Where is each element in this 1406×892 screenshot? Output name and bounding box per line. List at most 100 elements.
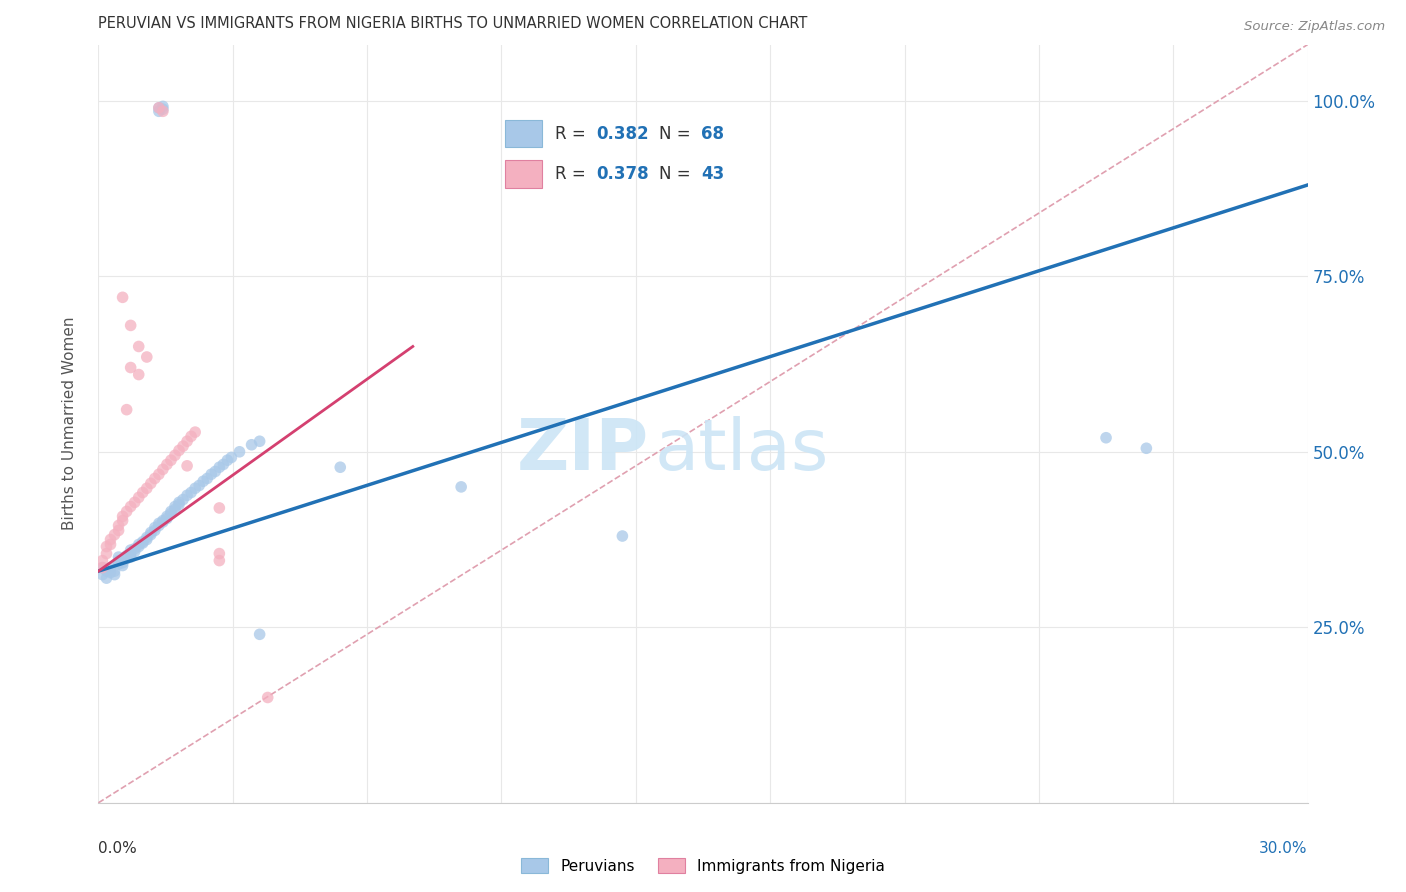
Point xyxy=(148,104,170,119)
Point xyxy=(132,485,155,500)
Point xyxy=(1095,431,1118,445)
Point xyxy=(612,529,634,543)
Point xyxy=(139,527,162,541)
Point xyxy=(128,491,150,505)
Point xyxy=(120,500,142,514)
Legend: Peruvians, Immigrants from Nigeria: Peruvians, Immigrants from Nigeria xyxy=(515,852,891,880)
Point xyxy=(160,507,183,521)
Point xyxy=(167,498,190,512)
Text: PERUVIAN VS IMMIGRANTS FROM NIGERIA BIRTHS TO UNMARRIED WOMEN CORRELATION CHART: PERUVIAN VS IMMIGRANTS FROM NIGERIA BIRT… xyxy=(98,16,808,31)
Point xyxy=(143,471,166,485)
Point xyxy=(163,500,186,514)
Point xyxy=(120,550,142,565)
Point xyxy=(148,516,170,531)
Point xyxy=(120,543,142,558)
Point xyxy=(91,553,114,567)
Point xyxy=(107,550,129,565)
Point xyxy=(217,453,239,467)
Text: 0.382: 0.382 xyxy=(596,125,650,143)
Point xyxy=(176,488,198,502)
Point xyxy=(91,567,114,582)
Point xyxy=(195,471,218,485)
Point xyxy=(180,485,202,500)
Point xyxy=(200,467,222,482)
Point xyxy=(139,476,162,491)
Point xyxy=(156,458,179,472)
Point xyxy=(103,567,125,582)
Y-axis label: Births to Unmarried Women: Births to Unmarried Women xyxy=(62,317,77,531)
Point xyxy=(228,444,250,458)
Point xyxy=(115,549,138,563)
Point xyxy=(156,511,179,525)
Point xyxy=(115,504,138,518)
Point xyxy=(329,460,352,475)
Point xyxy=(124,541,146,556)
Point xyxy=(100,566,122,580)
Point xyxy=(180,429,202,443)
Point xyxy=(208,553,231,567)
Point xyxy=(135,530,157,544)
Text: 0.0%: 0.0% xyxy=(98,840,138,855)
Point xyxy=(111,556,134,570)
Text: R =: R = xyxy=(555,125,591,143)
Point xyxy=(208,500,231,515)
Point xyxy=(172,492,194,507)
Point xyxy=(132,536,155,550)
Point xyxy=(111,514,134,528)
Point xyxy=(167,495,190,509)
Point xyxy=(193,475,215,489)
Point xyxy=(132,534,155,549)
Point xyxy=(184,425,207,439)
Point xyxy=(156,509,179,524)
Point xyxy=(103,527,125,541)
Point xyxy=(184,481,207,495)
Point xyxy=(152,462,174,476)
Point xyxy=(240,438,263,452)
Point xyxy=(91,560,114,574)
Point xyxy=(249,627,271,641)
Point xyxy=(115,551,138,566)
Text: atlas: atlas xyxy=(655,416,830,484)
Point xyxy=(148,101,170,115)
Point xyxy=(256,690,278,705)
Point xyxy=(120,360,142,375)
Point xyxy=(1135,442,1157,456)
Point xyxy=(148,518,170,533)
Point xyxy=(135,481,157,495)
Point xyxy=(249,434,271,449)
Point xyxy=(100,560,122,574)
Point xyxy=(135,350,157,364)
Point xyxy=(172,439,194,453)
Point xyxy=(139,525,162,540)
Point xyxy=(96,540,118,554)
Point xyxy=(152,515,174,529)
Point xyxy=(128,537,150,551)
Point xyxy=(176,458,198,473)
Point xyxy=(212,458,235,472)
Point xyxy=(152,102,174,116)
Point xyxy=(160,453,183,467)
Point xyxy=(143,520,166,534)
Bar xyxy=(505,161,541,187)
Point xyxy=(221,450,243,465)
Point xyxy=(124,544,146,558)
Point xyxy=(100,537,122,551)
Point xyxy=(107,524,129,538)
Text: 43: 43 xyxy=(702,165,724,183)
Point xyxy=(208,460,231,475)
Point xyxy=(188,478,211,492)
Point xyxy=(128,339,150,353)
Point xyxy=(167,443,190,458)
Point xyxy=(111,558,134,573)
Point xyxy=(107,518,129,533)
Point xyxy=(111,509,134,524)
Point xyxy=(163,502,186,516)
Point xyxy=(152,99,174,113)
Text: ZIP: ZIP xyxy=(516,416,648,484)
Point xyxy=(96,564,118,578)
Point xyxy=(100,533,122,547)
Point xyxy=(128,540,150,554)
Point xyxy=(115,402,138,417)
Point xyxy=(160,504,183,518)
Point xyxy=(96,547,118,561)
